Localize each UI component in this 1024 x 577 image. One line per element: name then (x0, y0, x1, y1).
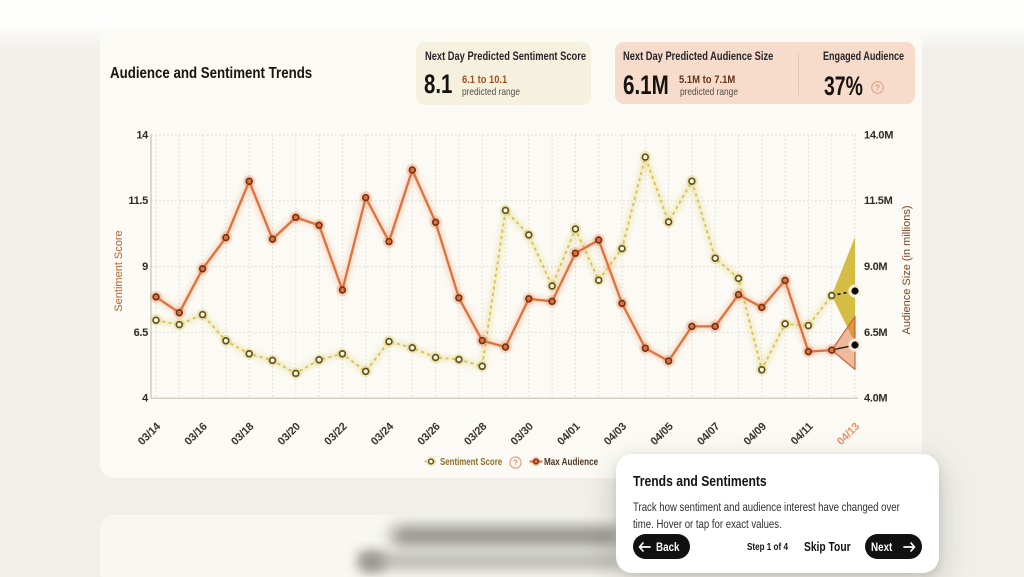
svg-text:03/24: 03/24 (369, 420, 397, 448)
svg-text:4: 4 (142, 393, 149, 405)
svg-text:04/05: 04/05 (648, 421, 675, 448)
svg-text:03/28: 03/28 (462, 421, 489, 448)
svg-text:03/16: 03/16 (182, 421, 209, 448)
svg-text:?: ? (513, 458, 518, 467)
svg-text:03/18: 03/18 (229, 421, 256, 448)
svg-text:04/09: 04/09 (742, 421, 769, 448)
svg-text:14: 14 (136, 129, 149, 141)
svg-text:11.5: 11.5 (128, 195, 148, 207)
svg-text:11.5M: 11.5M (864, 195, 893, 207)
svg-text:4.0M: 4.0M (864, 393, 887, 405)
svg-text:04/01: 04/01 (555, 421, 582, 448)
svg-text:Sentiment Score: Sentiment Score (113, 230, 125, 311)
svg-text:03/26: 03/26 (415, 421, 442, 448)
svg-text:6.5M: 6.5M (864, 327, 887, 339)
svg-text:04/13: 04/13 (835, 421, 862, 448)
svg-text:03/22: 03/22 (322, 421, 349, 448)
svg-text:04/03: 04/03 (602, 421, 629, 448)
svg-text:03/30: 03/30 (509, 421, 536, 448)
svg-text:9: 9 (142, 261, 148, 273)
svg-text:03/20: 03/20 (276, 421, 303, 448)
svg-text:?: ? (874, 82, 879, 92)
svg-text:Audience Size (in millions): Audience Size (in millions) (901, 206, 913, 335)
svg-text:03/14: 03/14 (136, 420, 164, 448)
svg-text:14.0M: 14.0M (864, 129, 893, 141)
svg-text:6.5: 6.5 (134, 327, 149, 339)
svg-text:9.0M: 9.0M (864, 261, 887, 273)
svg-text:04/11: 04/11 (789, 421, 816, 448)
svg-text:04/07: 04/07 (695, 421, 722, 448)
